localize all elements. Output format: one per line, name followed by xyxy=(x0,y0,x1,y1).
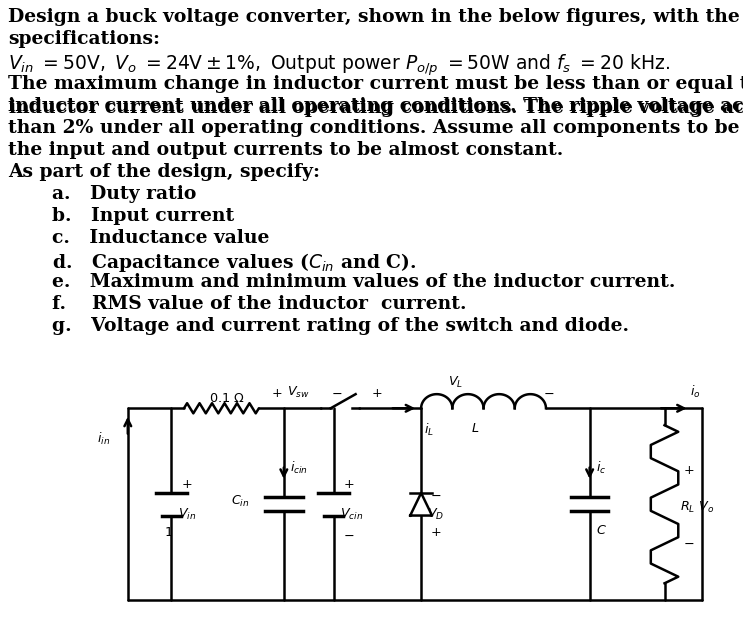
Text: inductor current under all operating conditions. The ripple voltage across $C_{i: inductor current under all operating con… xyxy=(8,97,743,119)
Text: c.   Inductance value: c. Inductance value xyxy=(52,229,270,247)
Text: specifications:: specifications: xyxy=(8,30,160,48)
Text: $V_L$: $V_L$ xyxy=(448,375,463,390)
Text: $i_{cin}$: $i_{cin}$ xyxy=(290,459,308,475)
Text: $+$: $+$ xyxy=(181,478,192,491)
Text: e.   Maximum and minimum values of the inductor current.: e. Maximum and minimum values of the ind… xyxy=(52,273,675,291)
Text: $C$: $C$ xyxy=(596,524,607,537)
Text: $1$: $1$ xyxy=(164,526,173,539)
Text: $V_{sw}$: $V_{sw}$ xyxy=(287,385,310,400)
Text: $R_L\ V_o$: $R_L\ V_o$ xyxy=(680,500,714,515)
Text: $+$: $+$ xyxy=(372,387,383,400)
Text: Design a buck voltage converter, shown in the below figures, with the following: Design a buck voltage converter, shown i… xyxy=(8,8,743,26)
Text: $+$: $+$ xyxy=(343,478,354,491)
Text: d.   Capacitance values ($C_{in}$ and C).: d. Capacitance values ($C_{in}$ and C). xyxy=(52,251,416,274)
Text: $-$: $-$ xyxy=(331,387,342,400)
Text: $-$: $-$ xyxy=(430,489,442,502)
Text: $+$: $+$ xyxy=(684,464,695,477)
Text: b.   Input current: b. Input current xyxy=(52,207,234,225)
Text: $\mathit{V}_\mathit{in}$ $= 50\mathrm{V},\ $$\mathit{V}_\mathit{o}$ $= 24\mathrm: $\mathit{V}_\mathit{in}$ $= 50\mathrm{V}… xyxy=(8,52,670,77)
Text: inductor current under all operating conditions. The ripple voltage across C: inductor current under all operating con… xyxy=(8,97,743,115)
Text: $i_L$: $i_L$ xyxy=(424,422,434,439)
Text: f.    RMS value of the inductor  current.: f. RMS value of the inductor current. xyxy=(52,295,467,313)
Text: $i_o$: $i_o$ xyxy=(690,384,700,400)
Text: than 2% under all operating conditions. Assume all components to be ideal and as: than 2% under all operating conditions. … xyxy=(8,119,743,137)
Text: $V_{in}$: $V_{in}$ xyxy=(178,507,196,522)
Text: $+$: $+$ xyxy=(271,387,283,400)
Text: The maximum change in inductor current must be less than or equal to 20% of the : The maximum change in inductor current m… xyxy=(8,75,743,93)
Text: $L$: $L$ xyxy=(471,422,479,436)
Text: $-$: $-$ xyxy=(684,537,695,550)
Text: $i_c$: $i_c$ xyxy=(596,459,606,475)
Text: $V_{cin}$: $V_{cin}$ xyxy=(340,507,363,522)
Text: As part of the design, specify:: As part of the design, specify: xyxy=(8,163,320,181)
Text: $V_D$: $V_D$ xyxy=(427,507,444,522)
Text: $+$: $+$ xyxy=(430,526,442,539)
Text: $-$: $-$ xyxy=(343,529,354,542)
Text: $0.1\ \Omega$: $0.1\ \Omega$ xyxy=(209,392,244,406)
Text: the input and output currents to be almost constant.: the input and output currents to be almo… xyxy=(8,141,563,159)
Text: g.   Voltage and current rating of the switch and diode.: g. Voltage and current rating of the swi… xyxy=(52,317,629,335)
Text: $C_{in}$: $C_{in}$ xyxy=(231,494,249,509)
Text: $i_{in}$: $i_{in}$ xyxy=(97,431,110,447)
Text: a.   Duty ratio: a. Duty ratio xyxy=(52,185,196,203)
Text: $-$: $-$ xyxy=(543,387,554,400)
